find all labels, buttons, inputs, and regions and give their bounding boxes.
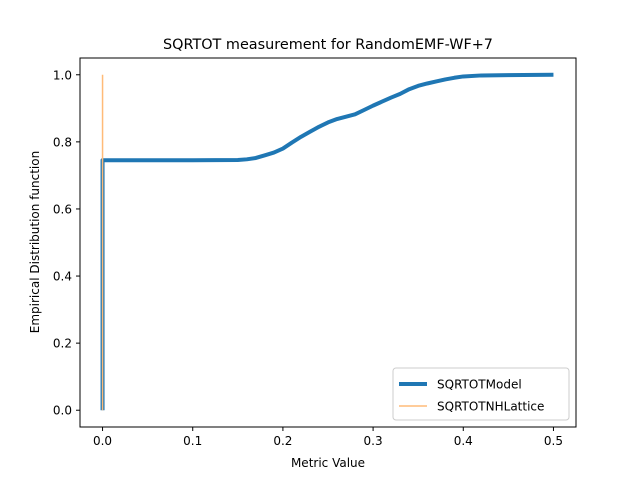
x-tick-label: 0.2	[273, 434, 292, 448]
x-tick-label: 0.5	[544, 434, 563, 448]
y-tick-label: 0.4	[53, 270, 72, 284]
y-axis-label: Empirical Distribution function	[28, 151, 42, 333]
x-tick-label: 0.3	[364, 434, 383, 448]
y-tick-label: 0.6	[53, 202, 72, 216]
series-line-1	[100, 72, 554, 411]
legend-label-1: SQRTOTModel	[437, 378, 522, 392]
y-axis-ticks: 0.0 0.2 0.4 0.6 0.8 1.0	[53, 68, 80, 418]
y-tick-label: 1.0	[53, 68, 72, 82]
x-tick-label: 0.1	[183, 434, 202, 448]
y-tick-label: 0.8	[53, 135, 72, 149]
x-tick-label: 0.0	[93, 434, 112, 448]
legend-box	[392, 367, 570, 421]
x-tick-label: 0.4	[454, 434, 473, 448]
y-tick-label: 0.0	[53, 404, 72, 418]
chart-title: SQRTOT measurement for RandomEMF-WF+7	[163, 37, 493, 53]
y-tick-label: 0.2	[53, 337, 72, 351]
legend: SQRTOTModel SQRTOTNHLattice	[392, 367, 570, 421]
x-axis-label: Metric Value	[291, 456, 365, 470]
plot-area	[79, 57, 577, 428]
x-axis-ticks: 0.0 0.1 0.2 0.3 0.4 0.5	[93, 427, 563, 448]
legend-label-2: SQRTOTNHLattice	[437, 400, 544, 414]
axes-frame	[79, 57, 577, 428]
